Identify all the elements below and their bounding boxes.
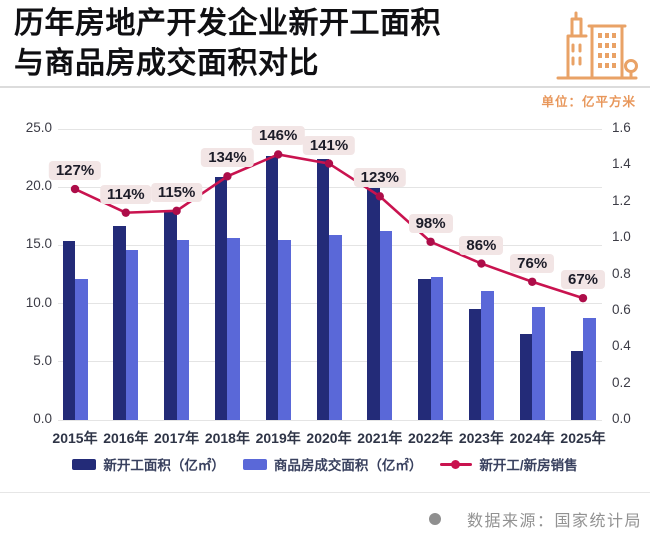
source-text: 数据来源：国家统计局 — [466, 513, 642, 530]
line-point — [121, 208, 130, 217]
bar-new-starts-2015年 — [62, 240, 75, 420]
bar-sales-2022年 — [430, 276, 444, 420]
y-axis-right-tick: 0.4 — [612, 338, 631, 354]
page-title: 历年房地产开发企业新开工面积 与商品房成交面积对比 — [14, 4, 554, 84]
legend-label-new-starts: 新开工面积（亿㎡） — [103, 458, 225, 473]
y-axis-right-tick: 0.6 — [612, 301, 631, 317]
bar-new-starts-2025年 — [570, 351, 583, 420]
y-axis-right-tick: 1.4 — [612, 156, 631, 172]
ratio-value-badge: 98% — [408, 213, 453, 233]
y-axis-right-tick: 1.0 — [612, 229, 631, 245]
x-axis-label: 2015年 — [52, 430, 98, 446]
bar-sales-2024年 — [532, 307, 545, 420]
y-axis-left-tick: 20.0 — [25, 178, 52, 194]
bar-new-starts-2017年 — [164, 211, 177, 420]
x-axis-label: 2022年 — [408, 430, 454, 446]
ratio-value-badge: 115% — [150, 182, 203, 202]
line-point — [172, 206, 181, 216]
x-axis-label: 2019年 — [255, 430, 301, 446]
bar-new-starts-2020年 — [316, 159, 329, 420]
bar-new-starts-2022年 — [418, 279, 431, 420]
line-marker-icon — [440, 459, 473, 469]
line-point — [274, 150, 283, 159]
x-axis-label: 2023年 — [458, 430, 504, 446]
sales-swatch-icon — [242, 458, 267, 470]
ratio-value-badge: 67% — [560, 270, 606, 290]
bar-sales-2021年 — [379, 231, 393, 420]
x-axis-label: 2016年 — [103, 430, 149, 446]
bar-sales-2015年 — [75, 279, 88, 420]
ratio-value-badge: 76% — [510, 253, 555, 273]
bar-new-starts-2018年 — [214, 176, 228, 420]
ratio-value-badge: 134% — [201, 148, 254, 168]
legend-label-ratio: 新开工/新房销售 — [479, 458, 578, 473]
line-point — [223, 172, 232, 181]
bar-sales-2018年 — [227, 238, 240, 420]
bar-sales-2016年 — [125, 250, 139, 420]
y-axis-right-tick: 1.2 — [612, 192, 631, 208]
line-point — [426, 237, 435, 246]
y-axis-right-tick: 0.0 — [612, 411, 631, 426]
header-divider — [0, 86, 650, 88]
title-line-2: 与商品房成交面积对比 — [14, 47, 319, 80]
new-starts-swatch-icon — [72, 458, 97, 470]
bar-new-starts-2023年 — [468, 309, 482, 420]
ratio-value-badge: 114% — [100, 184, 152, 204]
line-point — [528, 277, 537, 286]
x-axis-label: 2018年 — [204, 430, 250, 446]
line-point — [578, 293, 588, 303]
title-line-1: 历年房地产开发企业新开工面积 — [14, 7, 441, 40]
gridline — [58, 419, 602, 421]
ratio-value-badge: 86% — [459, 235, 504, 255]
ratio-line — [74, 153, 584, 300]
gridline — [58, 186, 602, 188]
x-axis-label: 2025年 — [560, 430, 606, 446]
line-point — [375, 192, 384, 201]
footer-divider — [0, 492, 650, 493]
legend-label-sales: 商品房成交面积（亿㎡） — [273, 458, 423, 473]
line-point — [477, 259, 486, 268]
line-point — [70, 184, 80, 194]
ratio-value-badge: 141% — [302, 135, 356, 155]
y-axis-right-tick: 0.8 — [612, 265, 631, 281]
y-axis-left-tick: 25.0 — [25, 120, 52, 135]
line-point — [324, 159, 334, 168]
x-axis-label: 2021年 — [357, 430, 403, 446]
bar-new-starts-2016年 — [113, 225, 126, 420]
x-axis-label: 2020年 — [306, 430, 352, 446]
chart-legend: 新开工面积（亿㎡） 商品房成交面积（亿㎡） 新开工/新房销售 — [0, 454, 650, 474]
bar-sales-2025年 — [583, 317, 596, 420]
source-row: 数据来源：国家统计局 — [428, 507, 642, 531]
legend-item-ratio: 新开工/新房销售 — [440, 454, 578, 474]
y-axis-left-tick: 0.0 — [33, 411, 52, 426]
bar-sales-2020年 — [329, 234, 342, 420]
y-axis-right-tick: 1.6 — [612, 120, 631, 135]
legend-item-new-starts: 新开工面积（亿㎡） — [72, 454, 225, 474]
y-axis-left-tick: 10.0 — [25, 294, 52, 310]
ratio-value-badge: 123% — [353, 168, 406, 188]
unit-label: 单位：亿平方米 — [541, 95, 636, 109]
x-axis-label: 2017年 — [154, 430, 200, 446]
bar-new-starts-2024年 — [519, 333, 533, 420]
bar-new-starts-2019年 — [265, 155, 279, 420]
bar-sales-2017年 — [176, 239, 190, 420]
legend-item-sales: 商品房成交面积（亿㎡） — [242, 454, 423, 474]
bar-new-starts-2021年 — [367, 188, 380, 420]
bar-sales-2023年 — [481, 290, 494, 420]
gridline — [58, 128, 602, 130]
bullet-icon — [428, 513, 441, 525]
bar-sales-2019年 — [278, 239, 291, 420]
y-axis-left-tick: 15.0 — [25, 236, 52, 252]
x-axis-label: 2024年 — [509, 430, 555, 446]
y-axis-right-tick: 0.2 — [612, 374, 631, 390]
ratio-value-badge: 146% — [252, 126, 305, 146]
city-buildings-icon — [556, 11, 638, 80]
y-axis-left-tick: 5.0 — [33, 352, 52, 368]
ratio-value-badge: 127% — [48, 161, 102, 181]
